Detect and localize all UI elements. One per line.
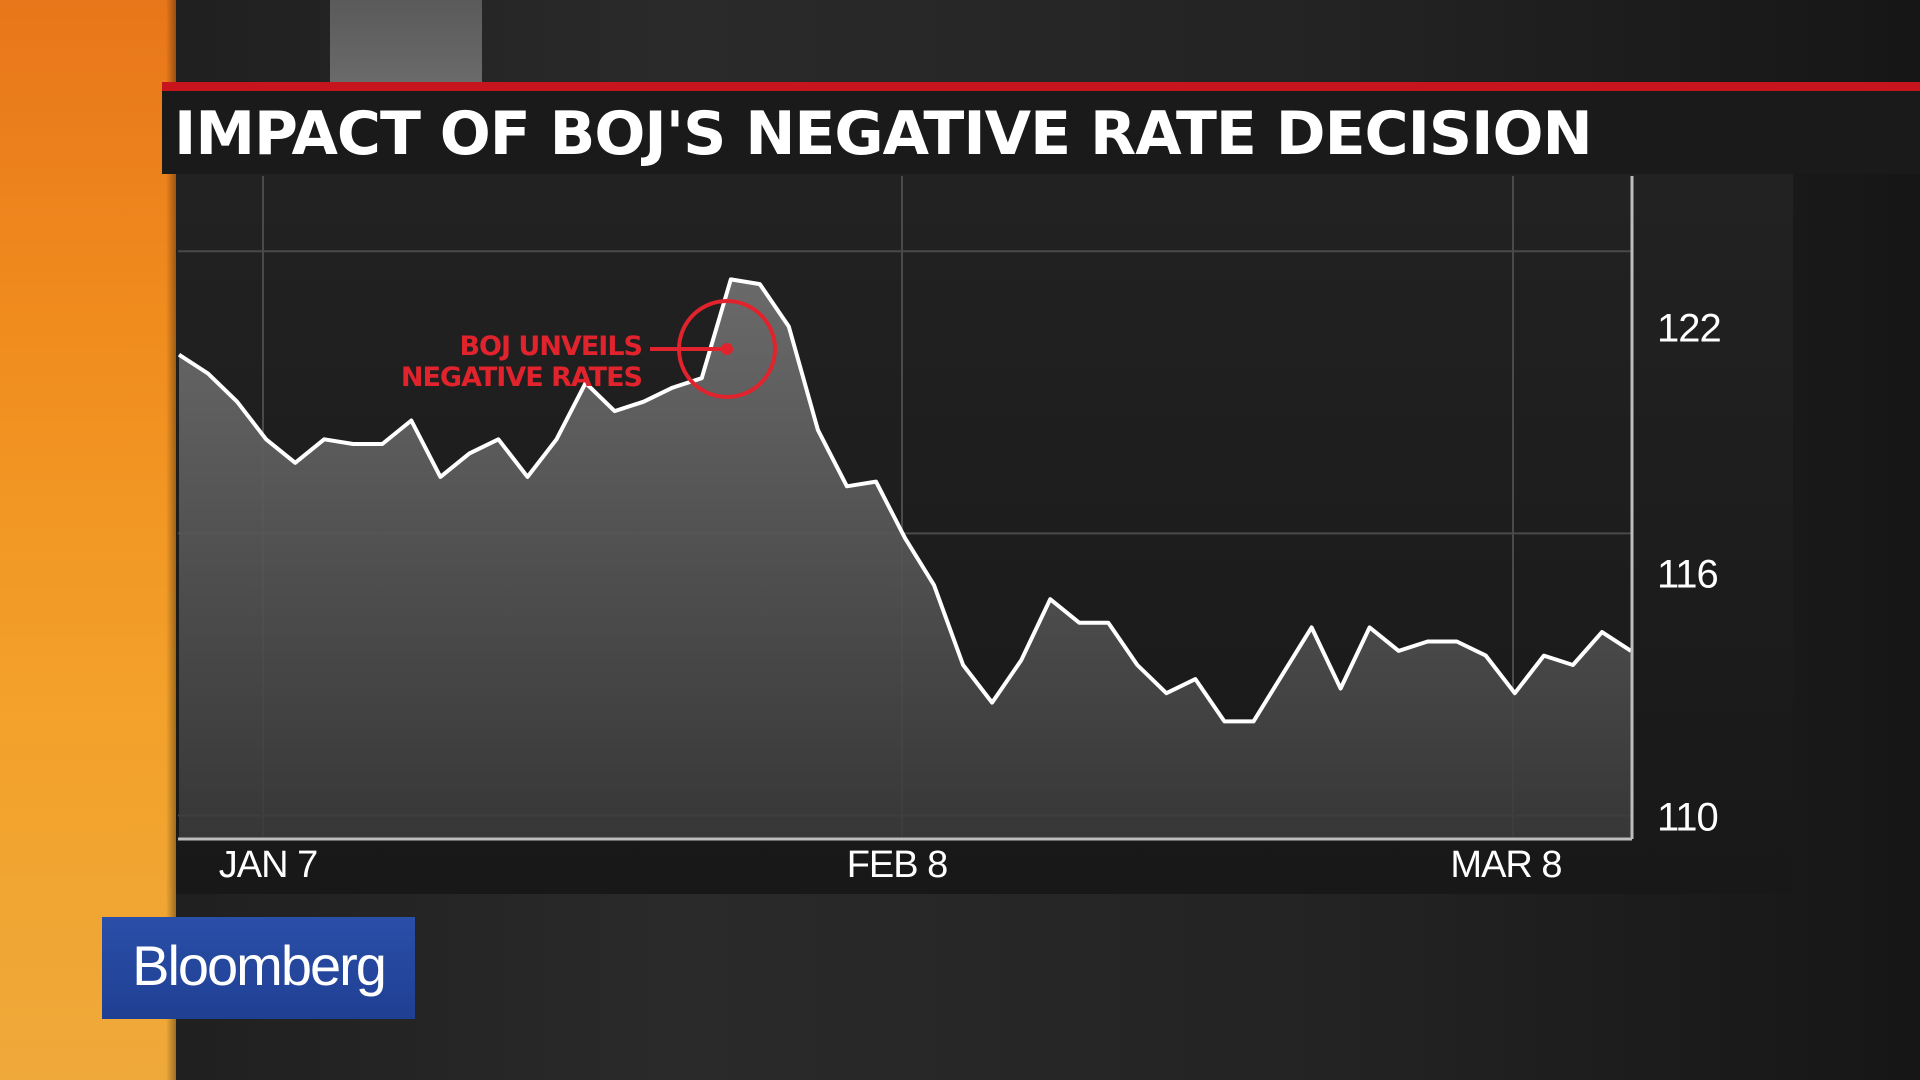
chart-title: IMPACT OF BOJ'S NEGATIVE RATE DECISION bbox=[174, 99, 1593, 169]
annotation-label-line-1: BOJ UNVEILS bbox=[459, 331, 642, 362]
bloomberg-logo: Bloomberg bbox=[102, 917, 415, 1019]
x-axis-ticks: JAN 7 FEB 8 MAR 8 bbox=[219, 844, 1563, 886]
studio-light-strip bbox=[330, 0, 482, 82]
series-line bbox=[177, 277, 1633, 724]
x-tick-label: JAN 7 bbox=[219, 844, 317, 886]
annotation-point bbox=[721, 343, 733, 355]
annotation-label-line-2: NEGATIVE RATES bbox=[401, 362, 642, 393]
y-tick-label: 116 bbox=[1657, 553, 1718, 597]
bloomberg-logo-text: Bloomberg bbox=[132, 934, 387, 997]
title-bar: IMPACT OF BOJ'S NEGATIVE RATE DECISION bbox=[162, 82, 1920, 174]
y-tick-label: 110 bbox=[1657, 796, 1718, 840]
y-axis-ticks: 122 116 110 bbox=[1657, 307, 1722, 840]
orange-side-panel bbox=[0, 0, 176, 1080]
y-tick-label: 122 bbox=[1657, 307, 1721, 351]
x-tick-label: FEB 8 bbox=[847, 844, 948, 886]
x-tick-label: MAR 8 bbox=[1450, 844, 1561, 886]
